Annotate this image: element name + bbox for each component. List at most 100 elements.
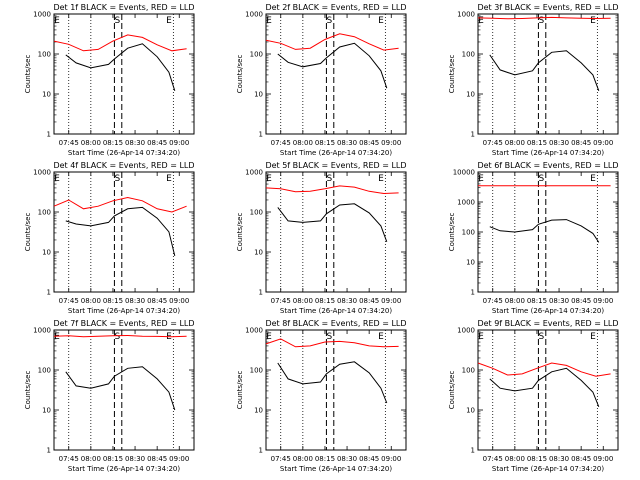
lld-series-line — [265, 33, 399, 51]
panel-det-1: Det 1f BLACK = Events, RED = LLD Counts/s… — [24, 3, 195, 157]
marker-label: S — [115, 332, 121, 342]
x-tick-label: 09:00 — [381, 455, 401, 463]
y-tick-label: 1000 — [245, 11, 263, 19]
marker-label: E — [478, 332, 484, 342]
y-axis-label: Counts/sec — [448, 371, 456, 410]
x-axis-label: Start Time (26-Apr-14 07:34:20) — [492, 307, 604, 315]
y-axis-label: Counts/sec — [24, 55, 32, 94]
panel-det-2: Det 2f BLACK = Events, RED = LLD Counts/s… — [236, 3, 407, 157]
x-tick-label: 08:30 — [549, 455, 569, 463]
y-tick-label: 1000 — [245, 169, 263, 177]
events-series-line — [489, 219, 600, 243]
panel-det-4: Det 4f BLACK = Events, RED = LLD Counts/s… — [24, 161, 195, 315]
y-tick-label: 10 — [466, 407, 475, 415]
y-tick-label: 100 — [462, 229, 475, 237]
x-tick-label: 07:45 — [483, 139, 503, 147]
x-tick-label: 08:45 — [571, 139, 591, 147]
marker-label: S — [539, 174, 545, 184]
lld-series-line — [53, 334, 187, 338]
x-tick-label: 09:00 — [169, 297, 189, 305]
x-tick-label: 08:45 — [359, 455, 379, 463]
x-axis-label: Start Time (26-Apr-14 07:34:20) — [68, 465, 180, 473]
y-axis-label: Counts/sec — [24, 213, 32, 252]
x-axis-label: Start Time (26-Apr-14 07:34:20) — [280, 149, 392, 157]
x-tick-label: 08:15 — [527, 455, 547, 463]
events-series-line — [65, 366, 176, 411]
x-tick-label: 07:45 — [271, 139, 291, 147]
events-series-line — [489, 50, 600, 91]
x-axis-label: Start Time (26-Apr-14 07:34:20) — [68, 149, 180, 157]
x-tick-label: 08:00 — [81, 455, 101, 463]
x-tick-label: 08:30 — [337, 139, 357, 147]
y-tick-label: 1 — [259, 447, 263, 455]
y-axis-label: Counts/sec — [24, 371, 32, 410]
y-axis-label: Counts/sec — [236, 55, 244, 94]
x-tick-label: 08:30 — [337, 455, 357, 463]
x-axis-label: Start Time (26-Apr-14 07:34:20) — [280, 465, 392, 473]
plot-frame — [53, 13, 195, 135]
marker-label: E — [590, 174, 596, 184]
y-tick-label: 10 — [42, 407, 51, 415]
panel-title: Det 8f BLACK = Events, RED = LLD — [265, 319, 406, 328]
y-axis-label: Counts/sec — [448, 213, 456, 252]
y-tick-label: 100 — [38, 51, 51, 59]
x-tick-label: 08:45 — [571, 297, 591, 305]
marker-label: E — [54, 174, 60, 184]
marker-label: E — [478, 16, 484, 26]
y-tick-label: 10 — [42, 249, 51, 257]
y-tick-label: 10000 — [453, 169, 475, 177]
panel-det-3: Det 3f BLACK = Events, RED = LLD Counts/s… — [448, 3, 619, 157]
y-tick-label: 100 — [462, 51, 475, 59]
events-series-line — [277, 203, 388, 242]
panel-title: Det 9f BLACK = Events, RED = LLD — [477, 319, 618, 328]
y-tick-label: 1 — [471, 131, 475, 139]
lld-series-line — [477, 362, 611, 377]
panel-title: Det 3f BLACK = Events, RED = LLD — [477, 3, 618, 12]
panel-title: Det 4f BLACK = Events, RED = LLD — [53, 161, 194, 170]
x-tick-label: 08:15 — [103, 455, 123, 463]
events-series-line — [277, 361, 388, 404]
marker-label: S — [539, 332, 545, 342]
y-tick-label: 100 — [462, 367, 475, 375]
panel-title: Det 7f BLACK = Events, RED = LLD — [53, 319, 194, 328]
x-axis-label: Start Time (26-Apr-14 07:34:20) — [492, 149, 604, 157]
lld-series-line — [477, 16, 611, 20]
y-tick-label: 1000 — [33, 169, 51, 177]
x-axis-label: Start Time (26-Apr-14 07:34:20) — [492, 465, 604, 473]
y-tick-label: 1000 — [457, 199, 475, 207]
events-series-line — [277, 42, 388, 89]
x-tick-label: 09:00 — [593, 139, 613, 147]
x-tick-label: 09:00 — [381, 297, 401, 305]
x-tick-label: 08:00 — [505, 139, 525, 147]
x-tick-label: 08:30 — [337, 297, 357, 305]
x-tick-label: 08:45 — [571, 455, 591, 463]
x-tick-label: 09:00 — [593, 297, 613, 305]
y-tick-label: 10 — [466, 91, 475, 99]
marker-label: E — [478, 174, 484, 184]
marker-label: E — [266, 332, 272, 342]
marker-label: S — [327, 16, 333, 26]
marker-label: S — [327, 174, 333, 184]
marker-label: S — [327, 332, 333, 342]
marker-label: S — [115, 174, 121, 184]
x-tick-label: 09:00 — [593, 455, 613, 463]
x-tick-label: 08:45 — [147, 139, 167, 147]
marker-label: E — [166, 16, 172, 26]
x-tick-label: 08:15 — [103, 297, 123, 305]
marker-label: E — [266, 174, 272, 184]
x-tick-label: 08:15 — [315, 297, 335, 305]
y-tick-label: 10 — [466, 259, 475, 267]
marker-label: S — [115, 16, 121, 26]
y-tick-label: 1000 — [33, 327, 51, 335]
plot-frame — [53, 329, 195, 451]
x-tick-label: 07:45 — [483, 455, 503, 463]
x-tick-label: 08:30 — [125, 139, 145, 147]
y-tick-label: 1000 — [33, 11, 51, 19]
panel-title: Det 5f BLACK = Events, RED = LLD — [265, 161, 406, 170]
lld-series-line — [265, 338, 399, 348]
y-tick-label: 1 — [47, 289, 51, 297]
x-tick-label: 08:15 — [103, 139, 123, 147]
marker-label: E — [54, 16, 60, 26]
plot-frame — [477, 329, 619, 451]
